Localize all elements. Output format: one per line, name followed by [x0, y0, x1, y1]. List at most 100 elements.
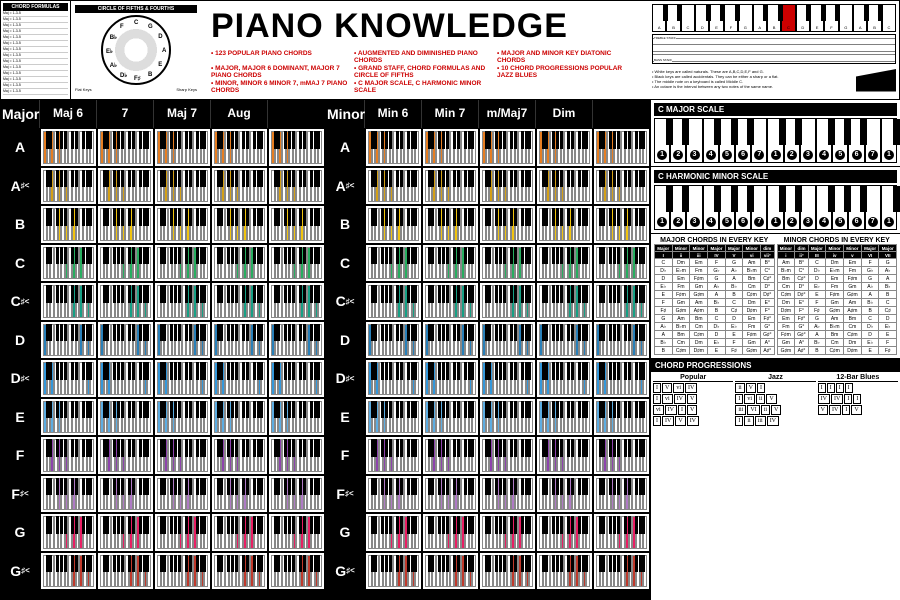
key-table-cell: D [725, 315, 743, 323]
piano-black-key [567, 324, 570, 342]
piano-black-key [560, 170, 563, 188]
piano-black-key [170, 170, 173, 188]
progression-chord: IV [674, 394, 686, 404]
chord-cell [154, 205, 211, 244]
piano-black-key [567, 555, 570, 573]
chord-cell [211, 552, 268, 591]
key-table-cell: E♭ [655, 283, 673, 291]
piano-black-key [582, 170, 585, 188]
piano-black-key [46, 247, 49, 265]
piano-black-key [510, 170, 513, 188]
chord-cell [422, 128, 479, 167]
piano-black-key [185, 247, 188, 265]
piano-black-key [514, 478, 517, 496]
key-table-roman: VII [879, 252, 897, 259]
piano-black-key [442, 362, 445, 380]
piano-black-key [381, 324, 384, 342]
piano-black-key [200, 170, 203, 188]
key-table-cell: A♯m [844, 307, 862, 315]
piano-black-key [128, 131, 131, 149]
piano-black-key [217, 208, 220, 226]
piano-black-key [578, 247, 581, 265]
piano-black-key [121, 208, 124, 226]
piano-black-key [56, 401, 59, 419]
piano-black-key [442, 285, 445, 303]
piano-black-key [567, 170, 570, 188]
key-table-cell: E♭m [826, 267, 844, 275]
key-table-cell: F [808, 299, 826, 307]
main-title: PIANO KNOWLEDGE [211, 7, 639, 46]
piano-black-key [453, 439, 456, 457]
piano-black-key [71, 324, 74, 342]
piano-black-key [582, 285, 585, 303]
piano-black-key [468, 285, 471, 303]
chord-row: D♯< [0, 359, 325, 398]
piano-black-key [231, 362, 234, 380]
piano-black-key [471, 131, 474, 149]
scale-degree: 6 [738, 150, 748, 160]
piano-black-key [146, 478, 149, 496]
chord-cell [422, 282, 479, 321]
piano-black-key [163, 247, 166, 265]
piano-black-key [624, 362, 627, 380]
scale-degree: 1 [657, 217, 667, 227]
piano-black-key [292, 131, 295, 149]
piano-black-key [284, 131, 287, 149]
chord-cell [40, 552, 97, 591]
piano-black-key [446, 208, 449, 226]
scale-white-key: 1 [881, 118, 897, 163]
piano-black-key [389, 439, 392, 457]
piano-black-key [628, 170, 631, 188]
chord-cell [479, 128, 536, 167]
piano-black-key [274, 131, 277, 149]
piano-black-key [453, 247, 456, 265]
mini-piano [43, 170, 94, 203]
piano-black-key [196, 478, 199, 496]
piano-black-key [86, 170, 89, 188]
piano-black-key [89, 516, 92, 534]
piano-black-key [121, 401, 124, 419]
piano-black-key [303, 362, 306, 380]
mini-piano [539, 478, 590, 511]
progression-chord: I [853, 394, 861, 404]
piano-black-key [310, 208, 313, 226]
key-table-roman: ii [672, 252, 690, 259]
piano-black-key [400, 478, 403, 496]
piano-black-key [438, 401, 441, 419]
piano-black-key [71, 555, 74, 573]
key-table-cell: G♯m [690, 291, 708, 299]
key-table-cell: C [708, 315, 726, 323]
black-key [720, 5, 725, 21]
piano-black-key [160, 555, 163, 573]
piano-black-key [381, 285, 384, 303]
piano-black-key [139, 170, 142, 188]
scale-degree: 6 [852, 150, 862, 160]
mini-piano [271, 478, 322, 511]
piano-black-key [400, 170, 403, 188]
piano-black-key [60, 131, 63, 149]
piano-black-key [75, 362, 78, 380]
piano-black-key [411, 247, 414, 265]
piano-black-key [381, 478, 384, 496]
piano-black-key [246, 555, 249, 573]
piano-black-key [106, 131, 109, 149]
scale-white-key: 1 [767, 185, 783, 230]
piano-black-key [571, 208, 574, 226]
piano-black-key [552, 285, 555, 303]
key-table-header: dim [761, 245, 774, 252]
key-table-cell: G♯° [761, 331, 774, 339]
piano-black-key [510, 247, 513, 265]
chord-cell [536, 513, 593, 552]
piano-black-key [132, 131, 135, 149]
piano-black-key [46, 362, 49, 380]
mini-piano [596, 285, 647, 318]
piano-black-key [488, 478, 491, 496]
piano-black-key [585, 208, 588, 226]
chord-cell [40, 513, 97, 552]
piano-black-key [381, 439, 384, 457]
key-table-cell: Bm [826, 331, 844, 339]
piano-black-key [407, 362, 410, 380]
piano-black-key [220, 478, 223, 496]
piano-black-key [170, 324, 173, 342]
piano-black-key [453, 478, 456, 496]
